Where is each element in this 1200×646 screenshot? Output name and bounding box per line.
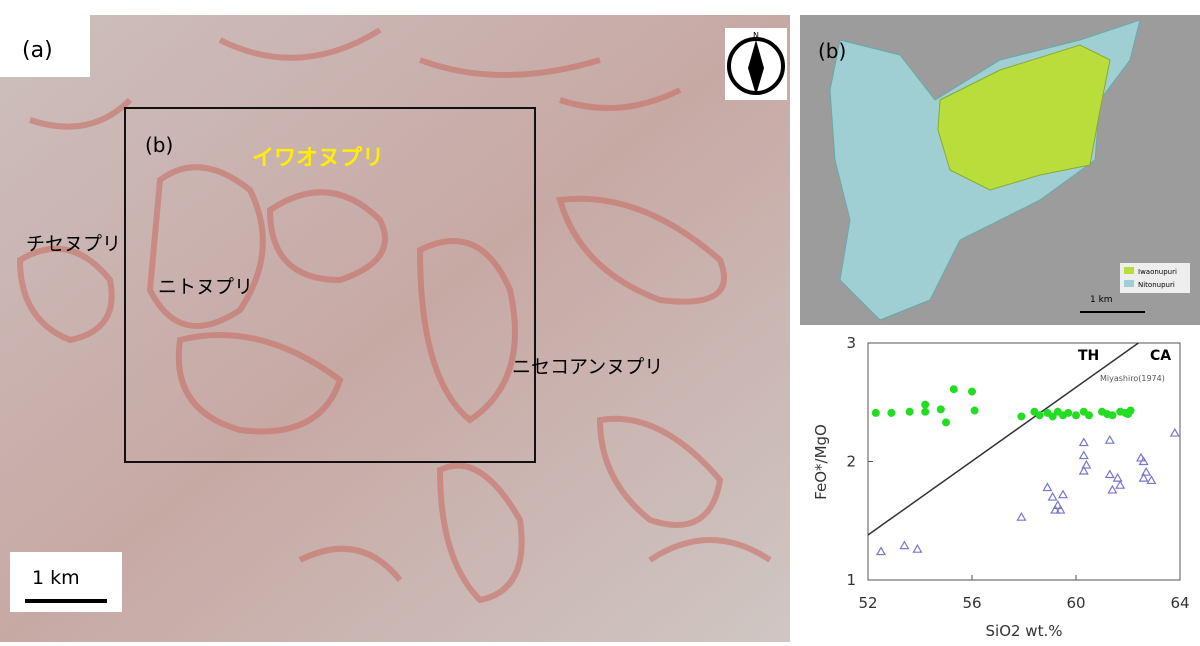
inset-label: (b) xyxy=(145,133,173,157)
y-tick-label: 3 xyxy=(846,334,856,352)
point xyxy=(1036,411,1044,419)
place-label: チセヌプリ xyxy=(26,233,121,255)
point xyxy=(906,408,914,416)
point xyxy=(921,408,929,416)
point xyxy=(1108,411,1116,419)
place-label: ニセコアンヌプリ xyxy=(512,356,663,378)
point xyxy=(968,388,976,396)
point xyxy=(872,409,880,417)
map-b: (b) Iwaonupuri Nitonupuri 1 km xyxy=(800,15,1200,325)
y-axis-label: FeO*/MgO xyxy=(812,424,830,500)
legend-swatch xyxy=(1124,267,1134,274)
map-a: (a) (b) イワオヌプリ チセヌプリ ニトヌプリ ニセコアンヌプリ 1 km… xyxy=(0,15,790,642)
point xyxy=(921,401,929,409)
point xyxy=(1127,407,1135,415)
point xyxy=(937,405,945,413)
panel-label: (a) xyxy=(22,38,53,63)
x-tick-label: 56 xyxy=(962,594,981,612)
point xyxy=(1085,411,1093,419)
x-axis-label: SiO2 wt.% xyxy=(986,622,1063,640)
x-tick-label: 64 xyxy=(1170,594,1189,612)
point xyxy=(1072,411,1080,419)
legend-swatch xyxy=(1124,280,1134,287)
point xyxy=(1017,412,1025,420)
x-tick-label: 60 xyxy=(1066,594,1085,612)
chart: TH CA Miyashiro(1974) SiO2 wt.% FeO*/MgO… xyxy=(812,334,1190,640)
place-label: イワオヌプリ xyxy=(252,146,384,171)
y-tick-label: 1 xyxy=(846,571,856,589)
place-label: ニトヌプリ xyxy=(158,276,253,298)
legend-label: Nitonupuri xyxy=(1138,281,1175,289)
annotation: TH xyxy=(1078,348,1099,364)
figure: (a) (b) イワオヌプリ チセヌプリ ニトヌプリ ニセコアンヌプリ 1 km… xyxy=(0,0,1200,642)
north-label: N xyxy=(753,31,759,40)
point xyxy=(942,418,950,426)
point xyxy=(1064,409,1072,417)
y-tick-label: 2 xyxy=(846,453,856,471)
scale-label: 1 km xyxy=(1090,295,1113,305)
annotation: CA xyxy=(1150,348,1171,364)
page: {"map_a":{"panel_label":"(a)","inset_lab… xyxy=(0,0,1200,646)
annotation: Miyashiro(1974) xyxy=(1100,374,1165,383)
point xyxy=(887,409,895,417)
scale-label: 1 km xyxy=(32,567,80,589)
legend-label: Iwaonupuri xyxy=(1138,268,1177,276)
point xyxy=(950,385,958,393)
panel-label: (b) xyxy=(818,39,846,63)
point xyxy=(971,407,979,415)
x-tick-label: 52 xyxy=(858,594,877,612)
